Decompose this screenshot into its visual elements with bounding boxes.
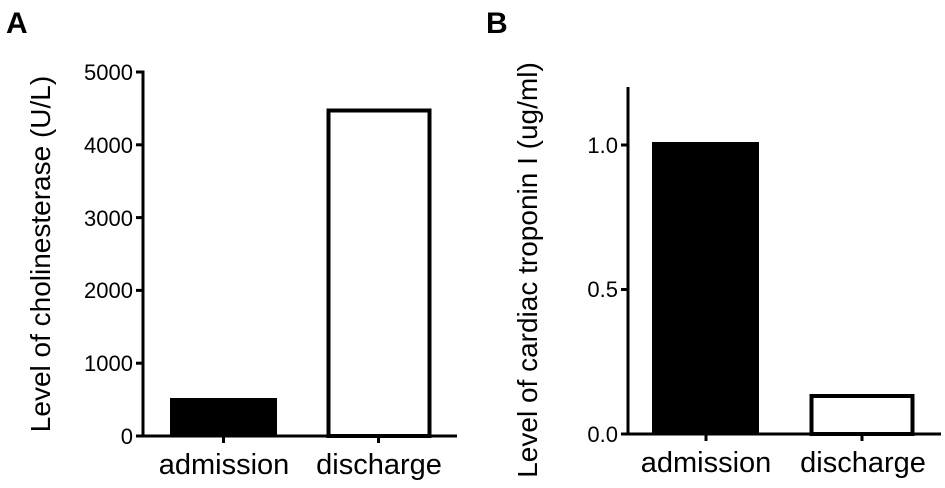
- panel-b-category-admission: admission: [641, 447, 772, 479]
- tick-label: 0: [121, 424, 133, 449]
- panel-b-category-discharge: discharge: [800, 447, 926, 479]
- panel-a-y-ticks: [136, 70, 145, 438]
- panel-a: A Level of cholinesterase (U/L) 0 1000 2…: [6, 7, 457, 481]
- panel-a-y-tick-labels: 0 1000 2000 3000 4000 5000: [84, 60, 133, 449]
- panel-b: B Level of cardiac troponin I (ug/ml) 0.…: [486, 7, 941, 479]
- panel-a-y-axis-title: Level of cholinesterase (U/L): [25, 76, 56, 432]
- tick-label: 2000: [84, 278, 133, 303]
- panel-b-bar-discharge: [809, 394, 915, 436]
- panel-b-y-ticks: [621, 143, 628, 436]
- panel-a-label: A: [6, 7, 28, 40]
- tick-label: 4000: [84, 133, 133, 158]
- panel-b-bar-admission: [652, 142, 759, 435]
- tick-label: 1000: [84, 351, 133, 376]
- tick-label: 0.0: [587, 422, 618, 447]
- panel-a-category-admission: admission: [159, 449, 290, 481]
- panel-a-bar-admission: [170, 398, 277, 437]
- panel-b-y-axis-title: Level of cardiac troponin I (ug/ml): [512, 62, 543, 478]
- panel-a-bar-discharge: [326, 108, 432, 438]
- tick-label: 3000: [84, 206, 133, 231]
- tick-label: 5000: [84, 60, 133, 85]
- tick-label: 1.0: [587, 133, 618, 158]
- panel-b-label: B: [486, 7, 508, 40]
- panel-a-category-discharge: discharge: [316, 449, 442, 481]
- tick-label: 0.5: [587, 277, 618, 302]
- panel-b-y-tick-labels: 0.0 0.5 1.0: [587, 133, 618, 447]
